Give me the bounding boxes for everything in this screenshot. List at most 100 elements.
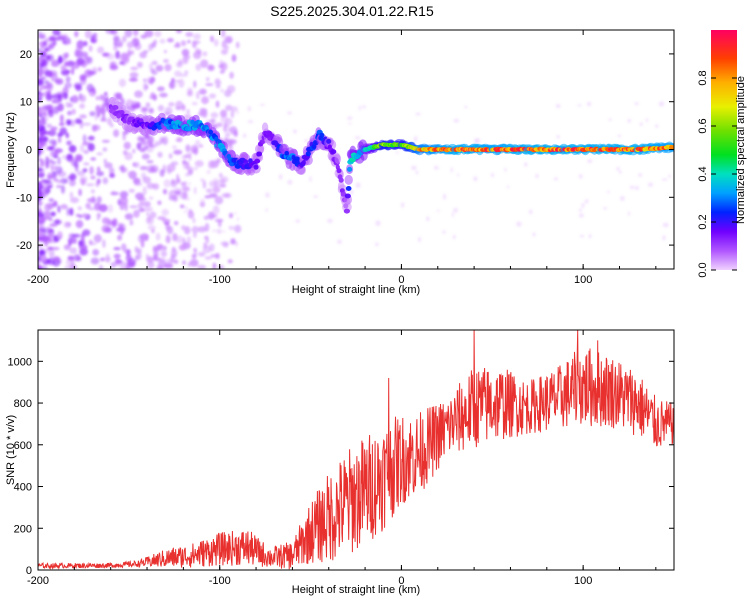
noise-blob	[101, 139, 110, 143]
noise-blob	[115, 257, 120, 267]
noise-blob	[38, 94, 41, 98]
noise-blob	[51, 93, 61, 100]
noise-blob	[215, 122, 223, 127]
noise-blob	[228, 225, 235, 231]
noise-blob	[113, 45, 118, 51]
noise-blob	[79, 94, 87, 103]
noise-blob	[131, 103, 141, 109]
noise-blob	[187, 39, 191, 44]
noise-blob	[151, 60, 158, 66]
noise-blob	[645, 118, 649, 122]
noise-blob	[230, 106, 238, 112]
noise-blob	[86, 183, 95, 187]
noise-blob	[234, 224, 242, 233]
noise-blob	[113, 129, 120, 138]
noise-blob	[219, 70, 225, 74]
noise-blob	[146, 212, 150, 217]
noise-blob	[199, 88, 207, 95]
noise-blob	[164, 63, 172, 72]
noise-blob	[99, 107, 106, 115]
noise-blob	[105, 30, 114, 34]
snr-y-ticks: 0 200 400 600 800 1000	[8, 356, 674, 577]
noise-blob	[71, 174, 77, 180]
spectrogram-y-axis-label: Frequency (Hz)	[5, 112, 17, 188]
noise-blob	[38, 171, 45, 178]
noise-blob	[151, 70, 158, 75]
noise-blob	[193, 80, 197, 88]
noise-blob	[143, 201, 151, 208]
noise-blob	[602, 207, 608, 210]
noise-blob	[49, 35, 56, 42]
x-tick-label: 100	[574, 575, 592, 587]
noise-blob	[163, 49, 167, 54]
noise-blob	[48, 198, 54, 202]
noise-blob	[123, 141, 131, 150]
noise-blob	[153, 250, 159, 258]
noise-blob	[42, 111, 48, 118]
x-tick-label: 0	[398, 575, 404, 587]
noise-blob	[220, 176, 229, 183]
noise-blob	[215, 100, 220, 108]
x-tick-label: -100	[209, 575, 231, 587]
noise-blob	[107, 204, 114, 213]
noise-blob	[436, 209, 440, 212]
noise-blob	[197, 264, 207, 269]
noise-blob	[90, 175, 96, 180]
noise-blob	[230, 110, 235, 118]
noise-blob	[159, 92, 168, 98]
noise-blob	[38, 118, 42, 126]
noise-blob	[57, 205, 61, 213]
noise-blob	[191, 225, 199, 234]
noise-blob	[79, 114, 87, 119]
noise-blob	[159, 257, 166, 264]
noise-blob	[662, 235, 666, 241]
noise-blob	[38, 62, 43, 70]
noise-blob	[48, 249, 55, 259]
noise-blob	[133, 209, 140, 218]
noise-blob	[634, 185, 640, 191]
noise-blob	[556, 135, 560, 139]
noise-blob	[98, 204, 108, 213]
noise-blob	[77, 206, 82, 211]
noise-blob	[132, 148, 136, 154]
noise-blob	[130, 66, 139, 71]
noise-blob	[121, 243, 127, 251]
noise-blob	[210, 35, 214, 43]
noise-blob	[555, 103, 561, 109]
noise-blob	[222, 108, 229, 112]
noise-blob	[620, 195, 625, 201]
noise-blob	[154, 141, 162, 146]
noise-blob	[337, 239, 342, 245]
noise-blob	[82, 229, 91, 237]
noise-blob	[75, 220, 84, 229]
noise-blob	[180, 40, 187, 47]
noise-blob	[144, 30, 154, 38]
noise-blob	[160, 250, 168, 258]
noise-blob	[53, 154, 58, 159]
noise-blob	[578, 208, 582, 212]
noise-blob	[70, 197, 79, 204]
noise-blob	[96, 170, 104, 177]
noise-blob	[139, 200, 144, 205]
noise-blob	[173, 187, 183, 194]
noise-blob	[75, 154, 83, 162]
noise-blob	[413, 136, 418, 142]
ridge-core	[256, 151, 263, 157]
noise-blob	[149, 63, 153, 70]
noise-blob	[451, 212, 454, 218]
noise-blob	[442, 193, 447, 200]
noise-blob	[166, 226, 174, 235]
noise-blob	[171, 248, 178, 258]
noise-blob	[125, 265, 130, 269]
noise-blob	[92, 32, 98, 38]
noise-blob	[115, 50, 120, 59]
noise-blob	[127, 258, 136, 267]
noise-blob	[362, 105, 366, 109]
noise-blob	[69, 179, 76, 187]
noise-blob	[93, 234, 102, 243]
noise-blob	[163, 59, 169, 63]
noise-blob	[147, 225, 156, 231]
ridge-core	[301, 160, 306, 165]
noise-blob	[129, 72, 139, 79]
noise-blob	[46, 174, 54, 180]
